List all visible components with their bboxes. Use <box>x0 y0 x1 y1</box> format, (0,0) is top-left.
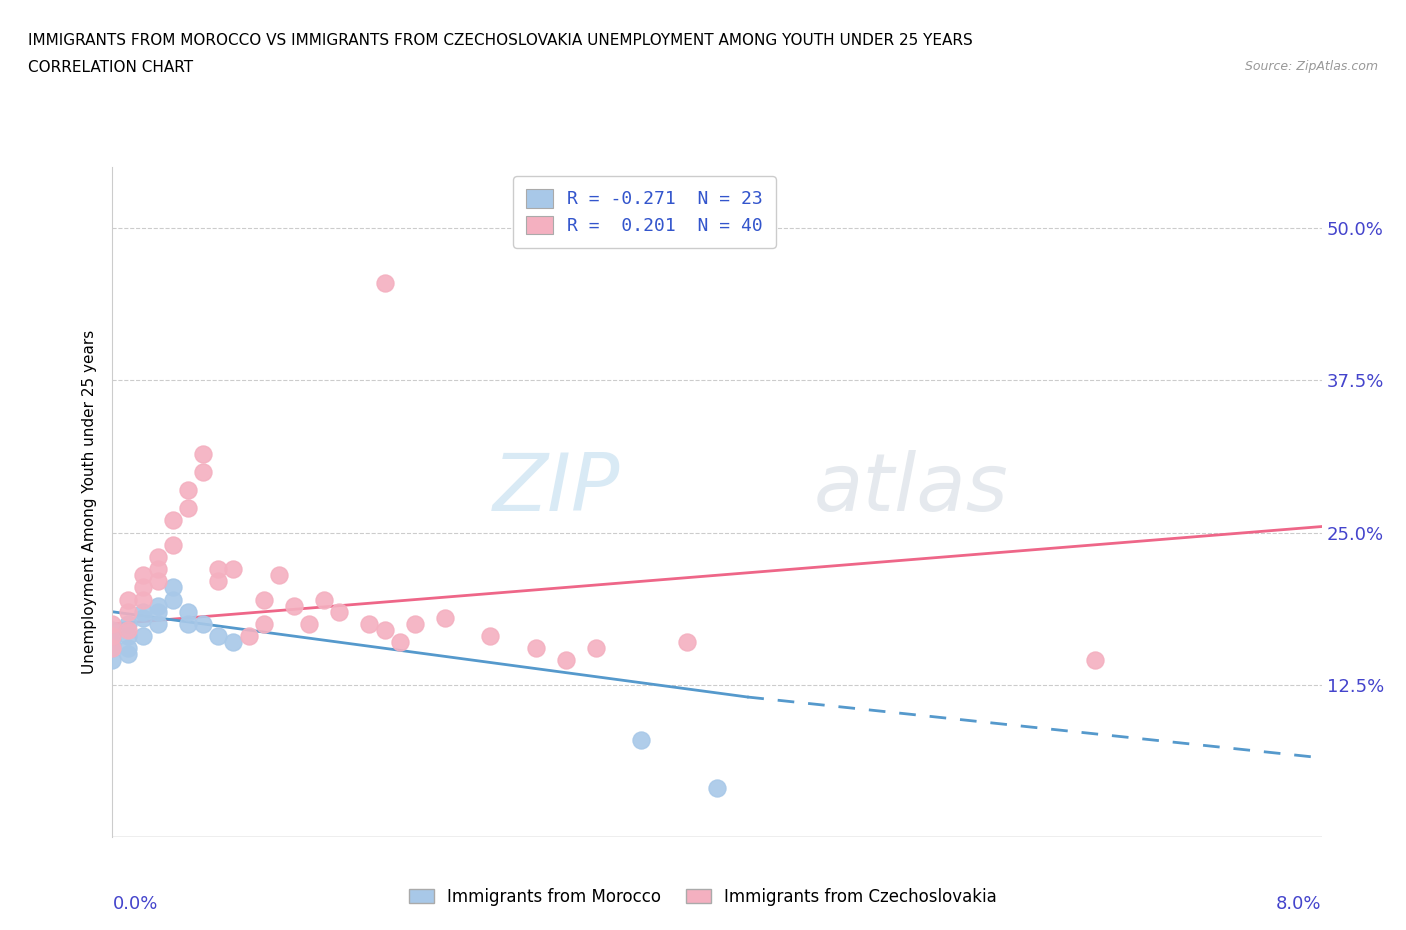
Point <box>191 446 215 461</box>
Point <box>162 513 184 528</box>
Legend: Immigrants from Morocco, Immigrants from Czechoslovakia: Immigrants from Morocco, Immigrants from… <box>402 881 1004 912</box>
Point <box>132 568 155 583</box>
Point <box>373 622 396 637</box>
Text: CORRELATION CHART: CORRELATION CHART <box>28 60 193 75</box>
Point <box>630 732 652 747</box>
Point <box>117 622 139 637</box>
Point <box>433 610 456 625</box>
Point <box>298 617 321 631</box>
Point <box>162 538 184 552</box>
Point <box>253 592 276 607</box>
Point <box>101 622 124 637</box>
Point <box>117 647 139 662</box>
Point <box>162 580 184 595</box>
Point <box>191 464 215 479</box>
Point <box>585 641 607 656</box>
Point <box>222 562 245 577</box>
Point <box>132 610 155 625</box>
Point <box>146 562 169 577</box>
Point <box>388 635 411 650</box>
Point <box>101 629 124 644</box>
Text: 0.0%: 0.0% <box>112 896 157 913</box>
Point <box>283 598 305 613</box>
Point <box>101 617 124 631</box>
Point <box>238 629 260 644</box>
Point <box>207 574 229 589</box>
Point <box>101 641 124 656</box>
Point <box>117 641 139 656</box>
Point <box>312 592 335 607</box>
Point <box>132 604 155 619</box>
Point <box>253 617 276 631</box>
Point <box>132 580 155 595</box>
Text: ZIP: ZIP <box>494 450 620 528</box>
Point <box>101 635 124 650</box>
Legend: R = -0.271  N = 23, R =  0.201  N = 40: R = -0.271 N = 23, R = 0.201 N = 40 <box>513 177 776 247</box>
Point <box>117 617 139 631</box>
Point <box>222 635 245 650</box>
Point <box>479 629 502 644</box>
Text: IMMIGRANTS FROM MOROCCO VS IMMIGRANTS FROM CZECHOSLOVAKIA UNEMPLOYMENT AMONG YOU: IMMIGRANTS FROM MOROCCO VS IMMIGRANTS FR… <box>28 33 973 47</box>
Point <box>162 592 184 607</box>
Point <box>146 617 169 631</box>
Point <box>117 604 139 619</box>
Point <box>177 483 200 498</box>
Text: atlas: atlas <box>814 450 1008 528</box>
Point <box>101 641 124 656</box>
Point <box>373 275 396 290</box>
Point <box>117 592 139 607</box>
Point <box>404 617 426 631</box>
Point <box>146 598 169 613</box>
Point <box>177 501 200 516</box>
Point <box>675 635 697 650</box>
Point <box>117 629 139 644</box>
Point <box>267 568 290 583</box>
Point <box>524 641 547 656</box>
Point <box>146 550 169 565</box>
Point <box>177 617 200 631</box>
Point <box>132 592 155 607</box>
Point <box>101 653 124 668</box>
Y-axis label: Unemployment Among Youth under 25 years: Unemployment Among Youth under 25 years <box>82 330 97 674</box>
Point <box>207 629 229 644</box>
Point <box>706 781 728 796</box>
Point <box>177 604 200 619</box>
Point <box>191 617 215 631</box>
Point <box>1084 653 1107 668</box>
Text: Source: ZipAtlas.com: Source: ZipAtlas.com <box>1244 60 1378 73</box>
Point <box>146 574 169 589</box>
Point <box>146 604 169 619</box>
Point <box>359 617 381 631</box>
Point <box>554 653 576 668</box>
Text: 8.0%: 8.0% <box>1277 896 1322 913</box>
Point <box>328 604 350 619</box>
Point <box>207 562 229 577</box>
Point <box>132 629 155 644</box>
